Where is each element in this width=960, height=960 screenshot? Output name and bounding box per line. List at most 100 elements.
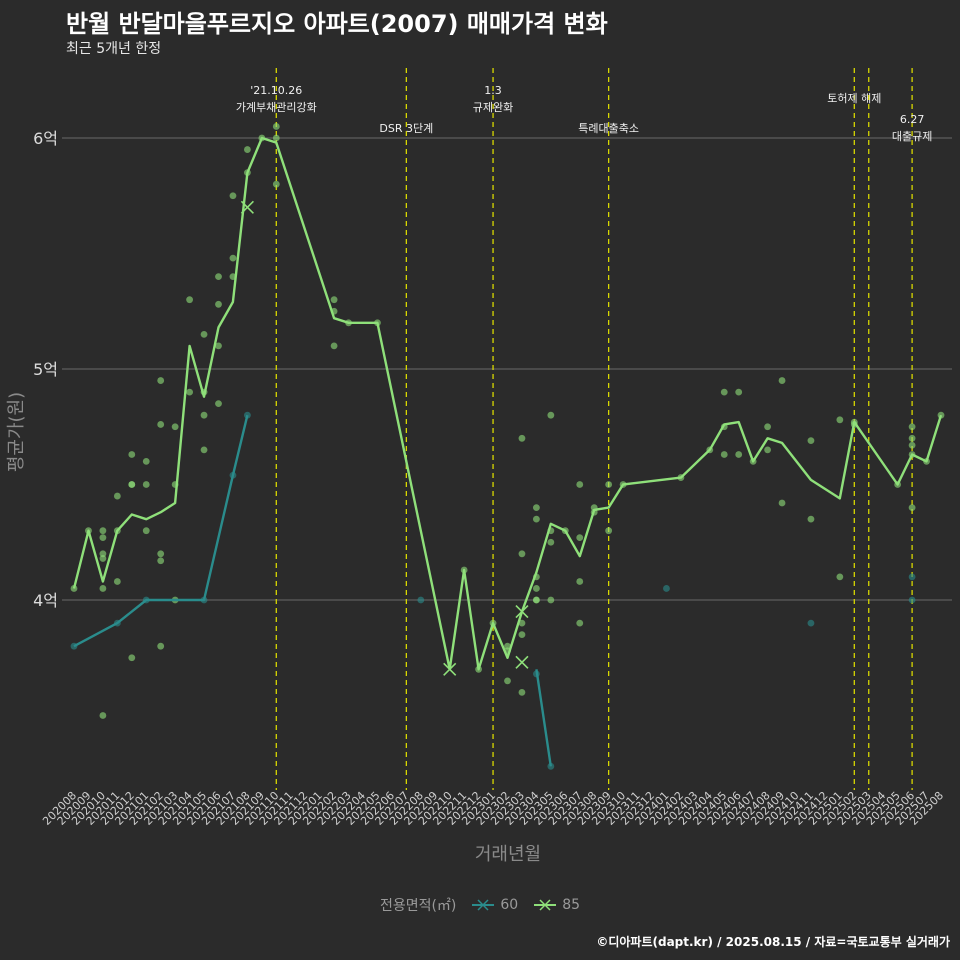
transaction-point-85 (576, 534, 584, 542)
transaction-point-85 (720, 451, 728, 458)
axes: 4억5억6억2020082020092020102020112020122021… (33, 129, 946, 828)
transaction-point-85 (99, 534, 107, 542)
transaction-point-85 (908, 441, 916, 449)
transaction-point-85 (200, 330, 208, 338)
transaction-point-85 (215, 400, 222, 408)
transaction-point-60 (807, 619, 815, 627)
transaction-point-85 (735, 388, 743, 396)
transaction-point-85 (605, 481, 613, 488)
x-axis-label: 거래년월 (475, 844, 541, 865)
transaction-point-85 (533, 585, 540, 592)
transaction-point-85 (186, 296, 194, 304)
x-marker-85 (240, 200, 254, 214)
transaction-point-85 (908, 504, 916, 511)
x-marker-85 (515, 604, 529, 619)
transaction-point-85 (200, 411, 208, 419)
series-line-60 (535, 669, 552, 767)
y-axis-label: 평균가(원) (6, 392, 27, 472)
transaction-point-85 (576, 619, 584, 627)
transaction-point-85 (605, 527, 613, 535)
transaction-point-85 (720, 388, 728, 396)
transaction-point-60 (417, 596, 425, 604)
transaction-point-85 (836, 573, 844, 581)
policy-annotation: '21.10.26 (250, 84, 302, 97)
series-line-60 (73, 414, 249, 648)
transaction-point-85 (576, 481, 584, 488)
y-tick-label: 6억 (33, 129, 58, 148)
policy-annotation: 6.27 (900, 113, 925, 126)
chart-subtitle: 최근 5개년 한정 (66, 41, 162, 57)
transaction-point-85 (99, 527, 107, 535)
transaction-point-85 (200, 446, 208, 454)
transaction-point-85 (330, 296, 338, 304)
transaction-point-85 (908, 434, 916, 442)
policy-annotation: 대출규제 (892, 130, 932, 143)
legend-title: 전용면적(㎡) (379, 898, 457, 914)
transaction-point-85 (99, 712, 107, 719)
x-marker-85 (443, 662, 457, 676)
transaction-point-85 (518, 550, 526, 558)
transaction-point-85 (272, 134, 280, 142)
transaction-point-85 (215, 342, 222, 350)
x-marker-stroke (515, 604, 529, 619)
x-marker-stroke (240, 200, 254, 214)
transaction-point-85 (215, 273, 222, 280)
transaction-point-85 (244, 146, 251, 153)
transaction-point-85 (778, 499, 786, 507)
series-line-85 (72, 136, 943, 671)
transaction-point-85 (157, 421, 165, 428)
transaction-point-85 (330, 342, 338, 350)
transaction-point-85 (735, 451, 743, 458)
transaction-point-85 (518, 631, 526, 639)
transaction-point-85 (518, 434, 526, 442)
transaction-point-85 (547, 411, 555, 419)
transaction-point-85 (171, 423, 179, 431)
transaction-point-85 (272, 180, 280, 188)
transaction-point-85 (128, 654, 136, 662)
transaction-point-85 (99, 555, 107, 562)
y-tick-label: 5억 (33, 360, 58, 379)
policy-annotation: 토허제 해제 (827, 91, 881, 105)
transaction-point-85 (142, 481, 150, 488)
transaction-point-85 (764, 423, 771, 431)
transaction-point-85 (908, 423, 916, 431)
transaction-point-85 (576, 578, 584, 585)
transaction-point-85 (113, 578, 121, 585)
x-marker-stroke (443, 662, 457, 676)
transaction-point-85 (157, 557, 165, 565)
transaction-point-85 (128, 481, 136, 488)
legend-swatch-85 (534, 899, 557, 911)
transaction-point-85 (533, 504, 540, 511)
transaction-point-85 (533, 515, 540, 523)
x-marker-85 (515, 655, 529, 669)
transaction-point-85 (807, 515, 815, 523)
transaction-point-85 (836, 416, 844, 424)
policy-annotation: 가계부채관리강화 (236, 101, 317, 114)
x-marker-stroke (515, 655, 529, 669)
transaction-point-85 (518, 689, 526, 696)
transaction-point-85 (229, 192, 237, 200)
policy-annotation: 규제완화 (473, 101, 513, 114)
chart-title: 반월 반달마을푸르지오 아파트(2007) 매매가격 변화 (66, 10, 608, 38)
legend-swatch-60 (472, 899, 495, 911)
transaction-point-85 (99, 585, 107, 592)
average-price-lines (72, 136, 943, 767)
transaction-point-85 (128, 451, 136, 458)
transaction-point-85 (113, 492, 121, 500)
transaction-point-85 (157, 377, 165, 384)
transaction-point-85 (186, 388, 194, 396)
y-tick-label: 4억 (33, 591, 58, 610)
policy-annotation: 1.3 (484, 84, 502, 97)
policy-annotation: DSR 3단계 (379, 122, 433, 135)
legend: 전용면적(㎡) 60 85 (0, 895, 960, 915)
transaction-point-60 (663, 585, 670, 592)
transaction-points (70, 123, 945, 770)
policy-annotation: 특례대출축소 (578, 122, 639, 135)
transaction-point-85 (807, 437, 815, 445)
legend-item-60: 60 (470, 897, 518, 913)
transaction-point-85 (547, 538, 555, 546)
transaction-point-85 (142, 458, 150, 465)
transaction-point-60 (908, 573, 916, 581)
source-caption: ©디아파트(dapt.kr) / 2025.08.15 / 자료=국토교통부 실… (596, 935, 950, 949)
